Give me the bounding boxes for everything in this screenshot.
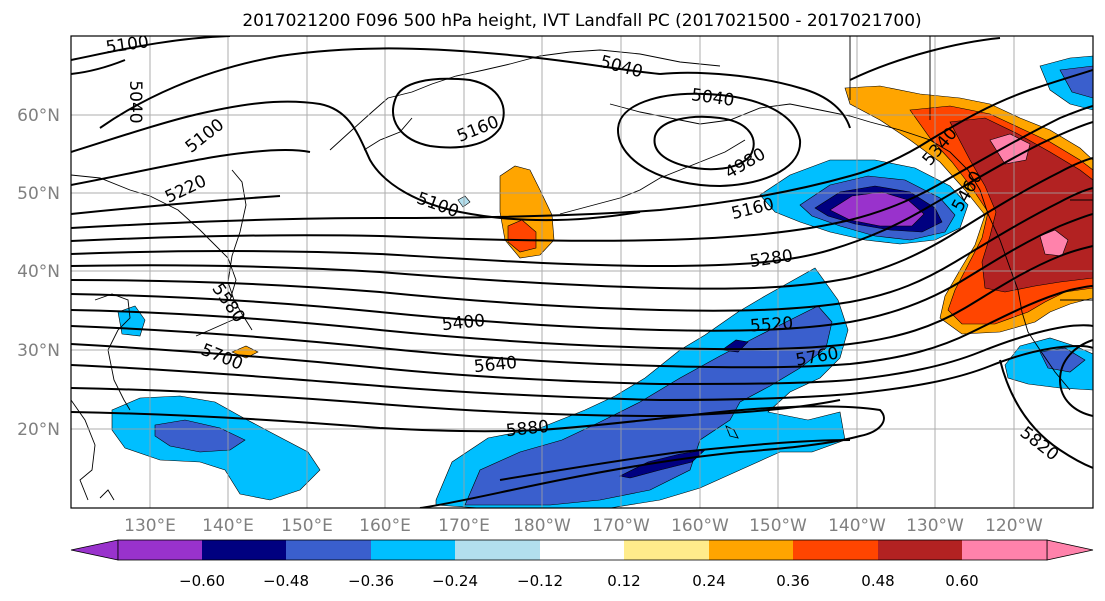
colorbar-tick: −0.60 <box>179 572 225 590</box>
lon-label: 140°E <box>202 516 254 536</box>
colorbar-segment <box>286 540 371 560</box>
colorbar-left-extension <box>70 539 119 561</box>
colorbar-segment <box>793 540 878 560</box>
contour-label: 5520 <box>749 314 794 337</box>
map-panel: 5100 5040 5100 5160 5040 5040 4980 5220 … <box>71 32 1093 508</box>
contour-label: 5400 <box>441 311 486 335</box>
negative-goa-min <box>829 191 925 227</box>
lat-label: 40°N <box>17 262 60 282</box>
lat-label: 30°N <box>17 341 60 361</box>
negative-band-medium <box>464 305 833 506</box>
negative-west-medium <box>154 419 246 453</box>
lon-label: 170°W <box>592 516 650 536</box>
lon-label: 170°E <box>438 516 490 536</box>
colorbar-tick: −0.24 <box>432 572 478 590</box>
colorbar-tick: −0.12 <box>517 572 563 590</box>
contour-label: 5640 <box>473 353 518 377</box>
latitude-labels: 60°N 50°N 40°N 30°N 20°N <box>17 106 60 440</box>
positive-nw-pink <box>989 133 1031 165</box>
colorbar-segment <box>962 540 1047 560</box>
lon-label: 180°W <box>513 516 571 536</box>
coastlines <box>71 36 1093 501</box>
positive-nw-pink-2 <box>1039 229 1069 257</box>
lon-label: 150°E <box>281 516 333 536</box>
map-frame <box>70 35 1094 509</box>
lon-label: 130°W <box>906 516 964 536</box>
lon-label: 140°W <box>828 516 886 536</box>
lon-label: 160°W <box>671 516 729 536</box>
colorbar-tick: 0.12 <box>607 572 640 590</box>
longitude-labels: 130°E 140°E 150°E 160°E 170°E 180°W 170°… <box>124 516 1043 536</box>
colorbar-segment <box>624 540 709 560</box>
colorbar-tick: 0.60 <box>945 572 978 590</box>
colorbar: −0.60 −0.48 −0.36 −0.24 −0.12 0.12 0.24 … <box>70 539 1094 590</box>
colorbar-tick: −0.36 <box>348 572 394 590</box>
contour-label: 5100 <box>104 32 150 58</box>
height-contours <box>71 36 1093 508</box>
colorbar-segment <box>540 540 624 560</box>
lon-label: 120°W <box>985 516 1043 536</box>
lon-label: 130°E <box>124 516 176 536</box>
colorbar-tick: −0.48 <box>263 572 309 590</box>
lon-label: 160°E <box>359 516 411 536</box>
colorbar-segment <box>202 540 286 560</box>
colorbar-tick: 0.48 <box>861 572 894 590</box>
contour-label: 5040 <box>125 80 145 123</box>
lon-label: 150°W <box>749 516 807 536</box>
contour-label: 5880 <box>505 417 550 441</box>
map-title: 2017021200 F096 500 hPa height, IVT Land… <box>242 11 921 31</box>
lat-label: 50°N <box>17 184 60 204</box>
colorbar-tick: 0.24 <box>692 572 725 590</box>
colorbar-frame <box>117 539 1048 561</box>
colorbar-segment <box>455 540 540 560</box>
colorbar-segment <box>878 540 962 560</box>
colorbar-right-extension <box>1046 539 1094 561</box>
lat-label: 60°N <box>17 106 60 126</box>
colorbar-segment <box>118 540 202 560</box>
colorbar-segment <box>709 540 793 560</box>
colorbar-segment <box>371 540 455 560</box>
lat-label: 20°N <box>17 420 60 440</box>
negative-north-medium <box>1059 65 1093 99</box>
colorbar-tick: 0.36 <box>776 572 809 590</box>
